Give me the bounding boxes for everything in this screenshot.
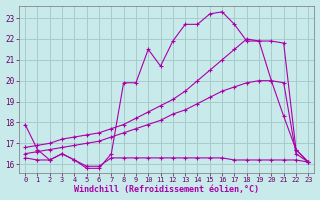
X-axis label: Windchill (Refroidissement éolien,°C): Windchill (Refroidissement éolien,°C): [74, 185, 259, 194]
